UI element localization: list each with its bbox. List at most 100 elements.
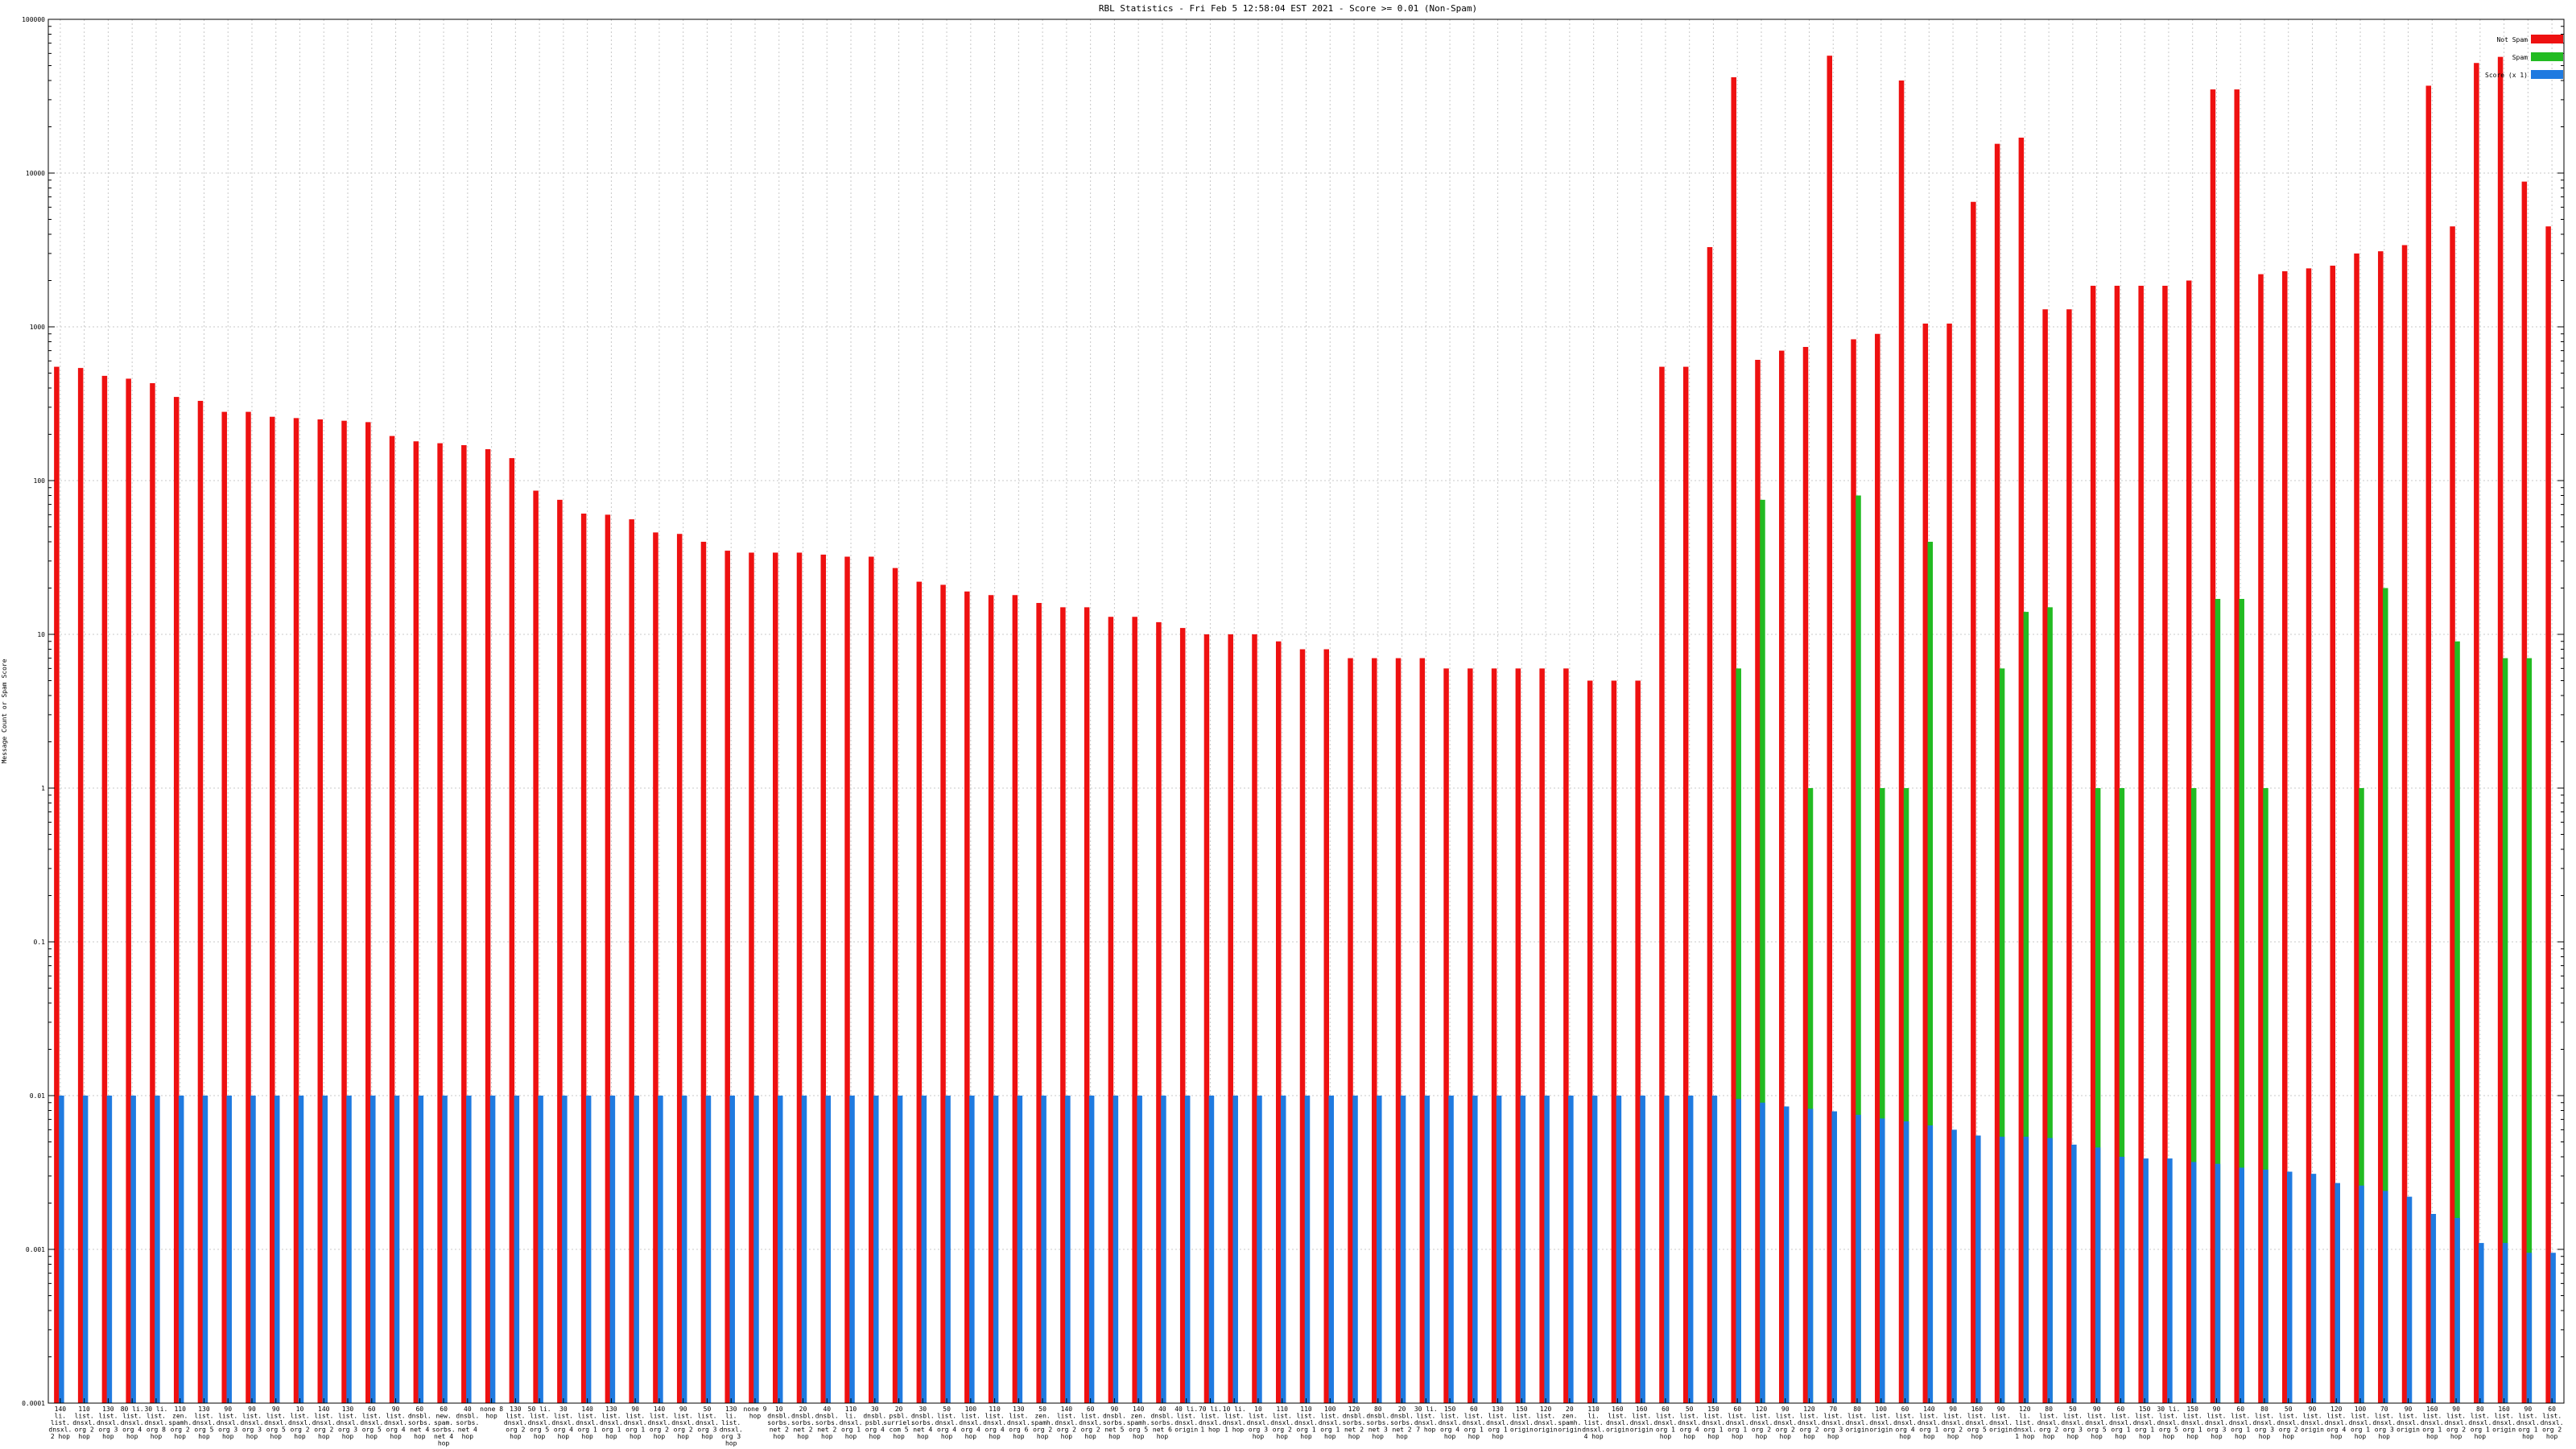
bar-score-x-1 bbox=[1616, 1096, 1622, 1403]
bar-score-x-1 bbox=[2167, 1158, 2173, 1403]
bar-not-spam bbox=[1875, 333, 1880, 1403]
bar-score-x-1 bbox=[82, 1096, 89, 1403]
bar-not-spam bbox=[2281, 270, 2288, 1404]
x-category-label: 110 list. dnsxl. org 2 hop bbox=[1270, 1406, 1294, 1440]
bar-score-x-1 bbox=[178, 1096, 184, 1403]
bar-score-x-1 bbox=[825, 1096, 832, 1403]
bar-not-spam bbox=[1731, 76, 1736, 1404]
x-category-label: 10 dnsbl. sorbs. net 2 hop bbox=[767, 1406, 791, 1440]
bar-not-spam bbox=[580, 514, 587, 1404]
bar-score-x-1 bbox=[753, 1096, 759, 1403]
bar-not-spam bbox=[461, 444, 467, 1403]
x-category-label: 100 list. dnsxl. org 1 hop bbox=[1319, 1406, 1342, 1440]
bar-not-spam bbox=[2090, 285, 2096, 1403]
bar-score-x-1 bbox=[1520, 1096, 1526, 1403]
bar-not-spam bbox=[1563, 668, 1569, 1403]
bar-score-x-1 bbox=[2526, 1253, 2533, 1403]
x-category-label: 90 dnsbl. sorbs. net 5 hop bbox=[1103, 1406, 1126, 1440]
y-axis-label: Message Count or Spam Score bbox=[1, 658, 8, 763]
x-category-label: 50 list. dnsxl. org 2 hop bbox=[2277, 1406, 2300, 1440]
bar-score-x-1 bbox=[1544, 1096, 1550, 1403]
bar-score-x-1 bbox=[921, 1096, 927, 1403]
bar-not-spam bbox=[1275, 641, 1282, 1403]
x-category-label: 140 li. list. dnsxl. 2 hop bbox=[48, 1406, 72, 1440]
bar-score-x-1 bbox=[2047, 1137, 2053, 1403]
bar-not-spam bbox=[1252, 634, 1257, 1403]
bar-not-spam bbox=[293, 418, 299, 1403]
x-category-label: 20 zen. spamh. origin bbox=[1558, 1406, 1581, 1434]
bar-not-spam bbox=[772, 552, 778, 1403]
bar-not-spam bbox=[317, 419, 324, 1404]
bar-not-spam bbox=[2497, 56, 2504, 1403]
bar-not-spam bbox=[1228, 634, 1233, 1403]
bar-not-spam bbox=[2378, 251, 2384, 1403]
bar-score-x-1 bbox=[2383, 1191, 2388, 1403]
x-category-label: 110 li. list. dnsxl. 4 hop bbox=[1582, 1406, 1605, 1440]
bar-score-x-1 bbox=[2190, 1162, 2197, 1403]
bar-not-spam bbox=[1898, 80, 1905, 1403]
legend-label: Not Spam bbox=[2496, 36, 2528, 43]
x-category-label: 150 list. dnsxl. org 4 hop bbox=[1439, 1406, 1462, 1440]
bars-layer bbox=[54, 56, 2556, 1404]
bar-not-spam bbox=[2186, 280, 2192, 1403]
bar-score-x-1 bbox=[1807, 1108, 1814, 1403]
x-category-label: 120 li. list. dnsxl. 1 hop bbox=[2013, 1406, 2037, 1440]
x-category-label: 150 list. dnsxl. org 1 hop bbox=[1702, 1406, 1725, 1440]
bar-spam bbox=[1999, 668, 2005, 1403]
bar-not-spam bbox=[1515, 668, 1521, 1403]
bar-score-x-1 bbox=[1041, 1096, 1046, 1403]
x-category-label: 100 list. dnsxl. org 1 hop bbox=[2349, 1406, 2372, 1440]
x-category-label: 40 dnsbl. sorbs. net 6 hop bbox=[1150, 1406, 1174, 1440]
bar-spam bbox=[2526, 658, 2533, 1403]
x-category-label: 120 list. dnsxl. org 2 hop bbox=[1750, 1406, 1773, 1440]
x-category-label: 100 list. dnsxl. org 4 hop bbox=[959, 1406, 982, 1440]
bar-not-spam bbox=[629, 519, 634, 1403]
bar-score-x-1 bbox=[1664, 1096, 1670, 1403]
bar-score-x-1 bbox=[1257, 1096, 1262, 1403]
x-category-label: 130 list. dnsxl. org 2 hop bbox=[504, 1406, 527, 1440]
bar-not-spam bbox=[1587, 680, 1593, 1403]
bar-score-x-1 bbox=[1328, 1096, 1335, 1403]
bar-not-spam bbox=[1372, 658, 1377, 1403]
x-category-label: 90 list. dnsxl. org 1 hop bbox=[2516, 1406, 2540, 1440]
bar-score-x-1 bbox=[514, 1096, 520, 1403]
bar-not-spam bbox=[2450, 226, 2455, 1403]
bar-not-spam bbox=[126, 378, 131, 1403]
x-category-label: 90 list. dnsxl. origin bbox=[1989, 1406, 2013, 1434]
bar-score-x-1 bbox=[1377, 1096, 1382, 1403]
y-tick-label: 10000 bbox=[26, 170, 45, 177]
plot-frame bbox=[47, 19, 2565, 1404]
bar-score-x-1 bbox=[1856, 1114, 1861, 1403]
bar-score-x-1 bbox=[370, 1096, 376, 1403]
x-category-label: 60 dnsbl. sorbs. net 4 hop bbox=[408, 1406, 431, 1440]
bar-score-x-1 bbox=[130, 1096, 136, 1403]
x-category-label: 60 list. dnsxl. org 1 hop bbox=[1726, 1406, 1749, 1440]
bar-not-spam bbox=[1827, 56, 1833, 1403]
x-category-label: 90 list. dnsxl. org 5 hop bbox=[264, 1406, 287, 1440]
bar-not-spam bbox=[869, 556, 874, 1403]
bar-score-x-1 bbox=[2479, 1243, 2484, 1403]
x-category-label: 160 list. dnsxl. origin bbox=[1606, 1406, 1629, 1434]
y-tick-label: 100 bbox=[34, 477, 46, 485]
bar-spam bbox=[2454, 641, 2460, 1403]
bar-spam bbox=[1880, 788, 1885, 1403]
x-category-label: 90 list. dnsxl. org 2 hop bbox=[671, 1406, 695, 1440]
bar-spam bbox=[2047, 607, 2053, 1403]
bar-not-spam bbox=[1419, 658, 1426, 1403]
bar-not-spam bbox=[2474, 63, 2479, 1403]
x-category-label: 140 list. dnsxl. org 1 hop bbox=[576, 1406, 599, 1440]
x-category-label: 130 list. dnsxl. org 6 hop bbox=[1007, 1406, 1030, 1440]
legend: Not Spam Spam Score (x 1) bbox=[2485, 35, 2563, 79]
x-category-label: 120 list. dnsxl. org 2 hop bbox=[1798, 1406, 1821, 1440]
bar-score-x-1 bbox=[1711, 1096, 1718, 1403]
bar-not-spam bbox=[1395, 658, 1402, 1403]
x-category-label: 130 list. dnsxl. org 5 hop bbox=[192, 1406, 216, 1440]
x-category-label: 140 zen. spamh. org 5 hop bbox=[1127, 1406, 1150, 1440]
x-category-label: 80 list. dnsxl. org 3 hop bbox=[2253, 1406, 2277, 1440]
x-category-label: 130 list. dnsxl. org 3 hop bbox=[97, 1406, 120, 1440]
bar-score-x-1 bbox=[346, 1096, 352, 1403]
x-category-label: 140 list. dnsxl. org 1 hop bbox=[1918, 1406, 1941, 1440]
x-category-label: 10 list. dnsxl. org 3 hop bbox=[1247, 1406, 1270, 1440]
bar-score-x-1 bbox=[609, 1096, 616, 1403]
